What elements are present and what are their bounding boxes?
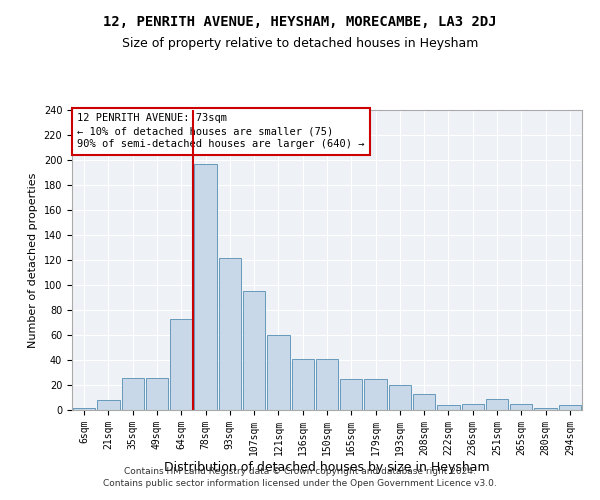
Text: 12 PENRITH AVENUE: 73sqm
← 10% of detached houses are smaller (75)
90% of semi-d: 12 PENRITH AVENUE: 73sqm ← 10% of detach… bbox=[77, 113, 365, 150]
Bar bbox=[535, 408, 557, 410]
Bar bbox=[73, 408, 95, 410]
Bar bbox=[243, 291, 265, 410]
Text: Contains HM Land Registry data © Crown copyright and database right 2024.
Contai: Contains HM Land Registry data © Crown c… bbox=[103, 466, 497, 487]
Bar bbox=[316, 359, 338, 410]
Bar bbox=[486, 399, 508, 410]
Bar bbox=[97, 400, 119, 410]
Bar bbox=[146, 378, 168, 410]
Bar bbox=[413, 394, 436, 410]
Bar bbox=[364, 379, 387, 410]
Bar bbox=[340, 379, 362, 410]
X-axis label: Distribution of detached houses by size in Heysham: Distribution of detached houses by size … bbox=[164, 460, 490, 473]
Bar bbox=[218, 258, 241, 410]
Bar bbox=[292, 359, 314, 410]
Text: 12, PENRITH AVENUE, HEYSHAM, MORECAMBE, LA3 2DJ: 12, PENRITH AVENUE, HEYSHAM, MORECAMBE, … bbox=[103, 15, 497, 29]
Bar bbox=[461, 404, 484, 410]
Y-axis label: Number of detached properties: Number of detached properties bbox=[28, 172, 38, 348]
Bar bbox=[122, 378, 144, 410]
Bar bbox=[510, 404, 532, 410]
Bar bbox=[559, 405, 581, 410]
Bar bbox=[194, 164, 217, 410]
Bar bbox=[389, 385, 411, 410]
Bar bbox=[267, 335, 290, 410]
Bar bbox=[437, 405, 460, 410]
Text: Size of property relative to detached houses in Heysham: Size of property relative to detached ho… bbox=[122, 38, 478, 51]
Bar bbox=[170, 319, 193, 410]
